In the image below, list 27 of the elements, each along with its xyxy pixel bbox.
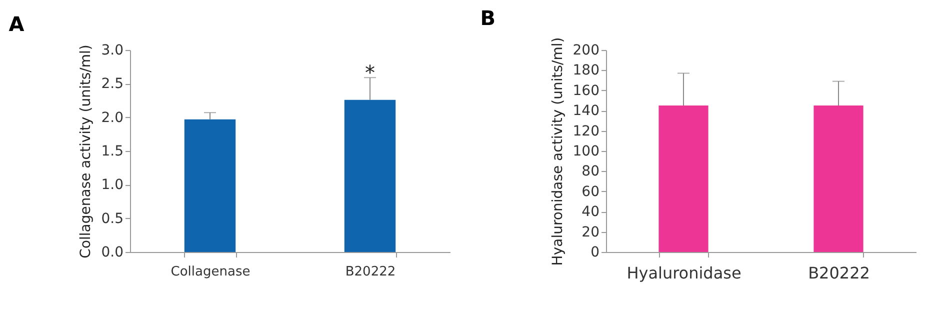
x-tick-label: B20222 (345, 264, 396, 280)
y-tick-label: 1.5 (101, 144, 124, 160)
x-tick-label: Hyaluronidase (626, 264, 742, 282)
y-tick-label: 200 (572, 42, 600, 58)
y-tick-label: 60 (582, 184, 600, 200)
annotation: * (365, 60, 375, 85)
y-tick-label: 40 (582, 204, 600, 220)
y-tick-label: 1.0 (101, 177, 124, 194)
y-tick-label: 3.0 (101, 42, 124, 58)
y-tick-label: 180 (572, 62, 600, 79)
y-tick-label: 120 (572, 123, 600, 140)
chart-title: A (8, 12, 25, 36)
y-tick-label: 0.0 (101, 244, 124, 260)
y-tick-label: 160 (572, 82, 600, 99)
x-tick-label: B20222 (808, 264, 870, 282)
y-axis-title: Collagenase activity (units/ml) (78, 44, 94, 258)
y-tick-label: 140 (572, 103, 600, 120)
chart-title: B (480, 6, 496, 30)
y-tick-label: 80 (582, 164, 600, 180)
y-tick-label: 2.0 (101, 110, 124, 126)
y-tick-label: 100 (572, 144, 600, 160)
y-tick-label: 20 (582, 224, 600, 240)
y-axis-title: Hyaluronidase activity (units/ml) (550, 37, 566, 266)
y-tick-label: 2.5 (101, 76, 124, 92)
y-tick-label: 0 (590, 244, 600, 260)
y-tick-label: 0.5 (101, 210, 124, 227)
x-tick-label: Collagenase (170, 264, 250, 280)
